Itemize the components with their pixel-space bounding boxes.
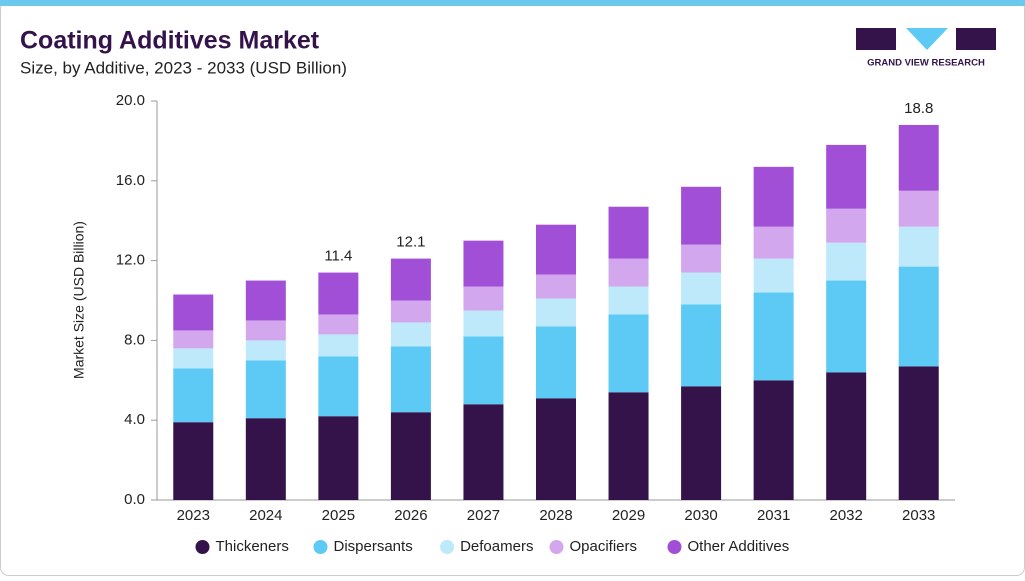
- bar-segment: [173, 294, 214, 331]
- bar-segment: [898, 190, 939, 227]
- y-tick-label: 16.0: [116, 172, 145, 189]
- bar-segment: [536, 224, 576, 275]
- legend-swatch: [195, 540, 210, 554]
- total-label: 11.4: [324, 248, 352, 265]
- bar-segment: [753, 292, 794, 381]
- x-tick-label: 2026: [394, 507, 427, 524]
- legend-swatch: [667, 540, 682, 554]
- logo-text: GRAND VIEW RESEARCH: [867, 58, 985, 69]
- logo-triangle: [906, 28, 948, 50]
- bar-segment: [898, 366, 939, 500]
- chart-subtitle: Size, by Additive, 2023 - 2033 (USD Bill…: [20, 58, 347, 77]
- bar-segment: [390, 300, 431, 323]
- bar-segment: [173, 348, 214, 369]
- x-tick-label: 2032: [829, 507, 862, 524]
- bar-segment: [390, 346, 431, 413]
- bar-segment: [536, 326, 576, 399]
- bar-segment: [681, 304, 722, 387]
- bar-segment: [390, 322, 431, 347]
- bar-segment: [536, 274, 576, 299]
- logo-block: [856, 28, 896, 50]
- bar-segment: [608, 206, 649, 259]
- bar-segment: [318, 314, 359, 335]
- bar-segment: [753, 166, 794, 227]
- logo-block: [956, 28, 996, 50]
- y-axis-title: Market Size (USD Billion): [71, 221, 87, 379]
- bar-segment: [753, 226, 794, 259]
- bar-segment: [753, 258, 794, 293]
- bar-segment: [173, 330, 214, 349]
- bar-segment: [536, 298, 576, 327]
- bar-segment: [463, 286, 504, 311]
- logo: GRAND VIEW RESEARCH: [856, 28, 996, 69]
- bar-segment: [173, 368, 214, 423]
- bar-segment: [681, 186, 722, 245]
- bar-segment: [608, 258, 649, 287]
- bar-segment: [318, 334, 359, 357]
- bar-segment: [463, 310, 504, 337]
- y-tick-label: 20.0: [116, 92, 145, 109]
- legend-swatch: [440, 540, 455, 554]
- x-tick-label: 2033: [902, 507, 935, 524]
- total-label: 12.1: [396, 234, 425, 251]
- bar-segment: [536, 398, 576, 500]
- legend-label: Defoamers: [460, 538, 533, 555]
- x-tick-label: 2024: [249, 507, 282, 524]
- bar-segment: [318, 416, 359, 500]
- bar-segment: [608, 286, 649, 315]
- bar-segment: [318, 272, 359, 315]
- bar-segment: [681, 386, 722, 500]
- bar-segment: [826, 372, 867, 500]
- bar-segment: [681, 244, 722, 273]
- y-tick-label: 8.0: [124, 331, 145, 348]
- bar-segment: [245, 418, 286, 500]
- x-tick-label: 2023: [177, 507, 210, 524]
- bar-segment: [608, 392, 649, 500]
- bar-segment: [463, 404, 504, 500]
- legend-label: Other Additives: [688, 538, 790, 555]
- total-label: 18.8: [904, 100, 933, 117]
- bar-segment: [245, 280, 286, 321]
- bar-segment: [318, 356, 359, 417]
- bar-segment: [390, 258, 431, 301]
- bar-segment: [245, 320, 286, 341]
- y-tick-label: 12.0: [116, 252, 145, 269]
- bar-segment: [463, 240, 504, 287]
- x-tick-label: 2027: [467, 507, 500, 524]
- bar-segment: [245, 340, 286, 361]
- bar-segment: [826, 144, 867, 209]
- y-tick-label: 0.0: [124, 491, 145, 508]
- bar-segment: [463, 336, 504, 405]
- legend-label: Dispersants: [334, 538, 413, 555]
- legend-swatch: [549, 540, 564, 554]
- bar-segment: [753, 380, 794, 500]
- bar-segment: [898, 226, 939, 267]
- bar-segment: [245, 360, 286, 419]
- bar-segment: [898, 124, 939, 191]
- bar-segment: [898, 266, 939, 367]
- y-tick-label: 4.0: [124, 411, 145, 428]
- bar-segment: [173, 422, 214, 500]
- x-tick-label: 2025: [322, 507, 355, 524]
- top-strip: [0, 0, 1025, 6]
- bar-segment: [826, 242, 867, 281]
- x-tick-label: 2029: [612, 507, 645, 524]
- bar-segment: [608, 314, 649, 393]
- legend-label: Opacifiers: [570, 538, 638, 555]
- legend-label: Thickeners: [216, 538, 289, 555]
- bar-segment: [826, 280, 867, 373]
- bar-segment: [826, 208, 867, 243]
- x-tick-label: 2030: [684, 507, 717, 524]
- x-tick-label: 2031: [757, 507, 790, 524]
- bar-segment: [681, 272, 722, 305]
- x-tick-label: 2028: [539, 507, 572, 524]
- legend-swatch: [313, 540, 328, 554]
- chart-title: Coating Additives Market: [20, 27, 320, 55]
- bar-segment: [390, 412, 431, 500]
